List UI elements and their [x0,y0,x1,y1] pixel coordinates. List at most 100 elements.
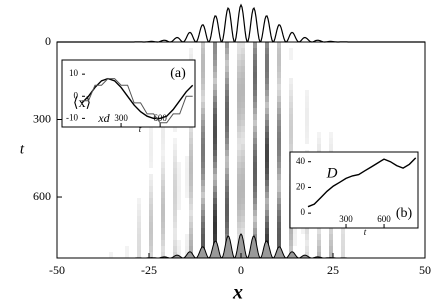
density-cell [237,162,241,168]
density-cell [277,198,281,204]
density-cell [137,240,141,246]
density-cell [201,180,205,186]
density-cell [161,216,165,222]
density-cell [201,186,205,192]
density-cell [213,138,217,144]
density-cell [305,246,309,252]
bottom-profile [57,233,425,259]
density-cell [225,222,229,228]
density-cell [237,234,241,240]
density-cell [277,210,281,216]
density-cell [177,240,181,246]
density-cell [177,246,181,252]
density-cell [213,66,217,72]
density-cell [201,78,205,84]
density-cell [213,60,217,66]
density-cell [149,240,153,246]
density-cell [201,54,205,60]
density-cell [277,132,281,138]
density-cell [277,90,281,96]
density-cell [289,234,293,240]
density-cell [289,120,293,126]
density-cell [317,252,321,258]
density-cell [237,84,241,90]
density-cell [173,192,177,198]
density-cell [149,162,153,168]
density-cell [185,168,189,174]
density-cell [173,168,177,174]
density-cell [237,42,241,48]
density-cell [189,168,193,174]
density-cell [161,174,165,180]
density-cell [189,228,193,234]
y-tick-label: 20 [296,181,306,191]
x-tick-label: 0 [238,263,244,277]
density-cell [277,60,281,66]
density-cell [201,132,205,138]
density-cell [125,252,129,258]
density-cell [265,78,269,84]
density-cell [265,96,269,102]
y-tick-label: 600 [33,189,51,203]
density-cell [341,234,345,240]
density-cell [237,174,241,180]
density-cell [201,156,205,162]
density-cell [241,192,245,198]
density-cell [277,180,281,186]
density-cell [161,222,165,228]
density-cell [241,186,245,192]
density-cell [213,180,217,186]
density-cell [305,132,309,138]
density-cell [201,240,205,246]
density-cell [237,198,241,204]
density-cell [161,156,165,162]
density-cell [173,240,177,246]
density-cell [277,102,281,108]
density-cell [277,48,281,54]
density-cell [253,132,257,138]
density-cell [253,90,257,96]
density-cell [177,180,181,186]
density-cell [225,60,229,66]
density-cell [241,156,245,162]
density-cell [149,228,153,234]
density-cell [241,90,245,96]
density-cell [189,174,193,180]
density-cell [237,180,241,186]
density-cell [237,54,241,60]
y-tick-label: 0 [45,34,51,48]
density-cell [225,54,229,60]
density-cell [289,84,293,90]
density-cell [161,228,165,234]
density-cell [317,240,321,246]
density-cell [185,234,189,240]
density-cell [201,108,205,114]
density-cell [225,84,229,90]
density-cell [173,234,177,240]
density-cell [201,174,205,180]
density-cell [253,42,257,48]
y-axis-label: t [20,141,25,157]
density-cell [253,120,257,126]
density-cell [253,144,257,150]
density-cell [253,102,257,108]
density-cell [225,168,229,174]
density-cell [213,48,217,54]
density-cell [253,150,257,156]
density-cell [173,228,177,234]
density-cell [189,186,193,192]
density-cell [185,192,189,198]
density-cell [241,210,245,216]
density-cell [189,144,193,150]
density-cell [277,216,281,222]
density-cell [201,222,205,228]
density-cell [241,108,245,114]
density-cell [277,186,281,192]
density-cell [225,210,229,216]
density-cell [241,132,245,138]
density-cell [289,138,293,144]
density-cell [149,180,153,186]
density-cell [277,72,281,78]
x-tick-label: 600 [377,214,391,224]
